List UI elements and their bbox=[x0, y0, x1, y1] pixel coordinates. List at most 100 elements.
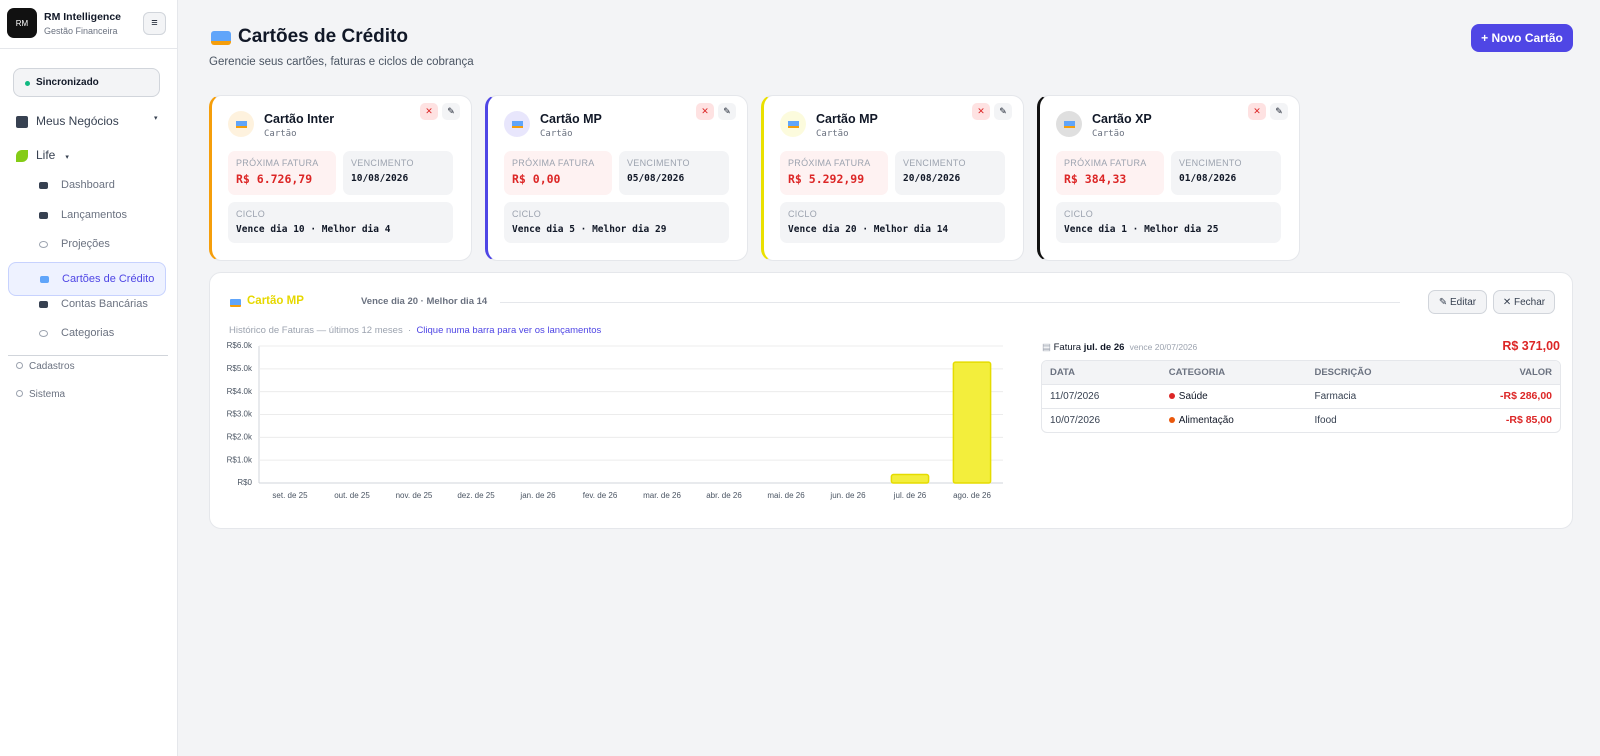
y-tick-label: R$0 bbox=[237, 478, 252, 487]
nav-icon bbox=[39, 211, 48, 219]
credit-card[interactable]: Cartão MP Cartão ✕ ✎ PRÓXIMA FATURA R$ 5.292,… bbox=[761, 95, 1024, 261]
card-name: Cartão MP bbox=[816, 112, 878, 126]
card-type: Cartão bbox=[1092, 129, 1125, 139]
nav-icon bbox=[16, 362, 23, 369]
column-header: DESCRIÇÃO bbox=[1306, 361, 1438, 384]
nav-label: Projeções bbox=[61, 238, 110, 250]
nav-icon bbox=[40, 275, 49, 283]
card-icon-glyph bbox=[1064, 121, 1075, 128]
cycle-label: CICLO bbox=[788, 209, 818, 219]
credit-card[interactable]: Cartão Inter Cartão ✕ ✎ PRÓXIMA FATURA R$ 6.7… bbox=[209, 95, 472, 261]
date-cell: 11/07/2026 bbox=[1042, 383, 1161, 408]
table-row[interactable]: 10/07/2026 Alimentação Ifood -R$ 85,00 bbox=[1042, 407, 1560, 432]
due-box: VENCIMENTO 20/08/2026 bbox=[895, 151, 1005, 195]
nav-business[interactable]: Meus Negócios ▾ bbox=[0, 114, 178, 128]
category-name: Alimentação bbox=[1178, 414, 1234, 426]
cycle-value: Vence dia 5 · Melhor dia 29 bbox=[512, 224, 667, 235]
card-name: Cartão MP bbox=[540, 112, 602, 126]
cycle-label: CICLO bbox=[236, 209, 266, 219]
next-box: PRÓXIMA FATURA R$ 0,00 bbox=[504, 151, 612, 195]
table-row[interactable]: 11/07/2026 Saúde Farmacia -R$ 286,00 bbox=[1042, 383, 1560, 408]
y-tick-label: R$1.0k bbox=[227, 455, 253, 464]
nav-item[interactable]: Projeções bbox=[8, 238, 166, 250]
x-tick-label: jun. de 26 bbox=[829, 491, 866, 500]
x-tick-label: jan. de 26 bbox=[519, 491, 556, 500]
cycle-box: CICLO Vence dia 20 · Melhor dia 14 bbox=[780, 202, 1005, 243]
bar[interactable] bbox=[952, 361, 992, 484]
invoice-prefix: Fatura bbox=[1053, 342, 1082, 353]
page-subtitle: Gerencie seus cartões, faturas e ciclos … bbox=[209, 56, 474, 68]
category-cell: Saúde bbox=[1160, 383, 1307, 408]
edit-button[interactable]: ✎ bbox=[718, 103, 736, 120]
invoice-due: vence 20/07/2026 bbox=[1129, 342, 1198, 352]
nav-item[interactable]: Contas Bancárias bbox=[8, 298, 166, 310]
due-label: VENCIMENTO bbox=[1179, 158, 1242, 168]
credit-card[interactable]: Cartão MP Cartão ✕ ✎ PRÓXIMA FATURA R$ 0,00 VE… bbox=[485, 95, 748, 261]
nav-item[interactable]: Dashboard bbox=[8, 179, 166, 191]
nav-label: Sistema bbox=[29, 389, 66, 400]
y-tick-label: R$2.0k bbox=[227, 432, 253, 441]
nav-item[interactable]: Categorias bbox=[8, 327, 166, 339]
cycle-box: CICLO Vence dia 1 · Melhor dia 25 bbox=[1056, 202, 1281, 243]
nav-footer-item[interactable]: Sistema bbox=[0, 389, 178, 400]
history-hint[interactable]: Clique numa barra para ver os lançamento… bbox=[416, 325, 602, 336]
column-header: CATEGORIA bbox=[1160, 361, 1307, 384]
column-header: VALOR bbox=[1437, 361, 1560, 384]
delete-button[interactable]: ✕ bbox=[420, 103, 438, 120]
nav-item[interactable]: Cartões de Crédito bbox=[8, 262, 166, 296]
x-tick-label: set. de 25 bbox=[272, 491, 308, 500]
x-tick-label: nov. de 25 bbox=[396, 491, 433, 500]
cycle-value: Vence dia 20 · Melhor dia 14 bbox=[788, 224, 949, 235]
nav-icon bbox=[39, 300, 48, 308]
nav-label: Cadastros bbox=[29, 361, 75, 372]
detail-title: Cartão MP bbox=[247, 295, 304, 307]
next-value: R$ 6.726,79 bbox=[236, 172, 313, 186]
bar[interactable] bbox=[890, 473, 930, 484]
nav-item[interactable]: Lançamentos bbox=[8, 209, 166, 221]
description-cell: Ifood bbox=[1306, 407, 1438, 432]
delete-button[interactable]: ✕ bbox=[1248, 103, 1266, 120]
nav-label: Categorias bbox=[61, 327, 115, 339]
sync-text: Sincronizado bbox=[36, 77, 99, 88]
next-box: PRÓXIMA FATURA R$ 384,33 bbox=[1056, 151, 1164, 195]
x-tick-label: dez. de 25 bbox=[457, 491, 495, 500]
next-box: PRÓXIMA FATURA R$ 5.292,99 bbox=[780, 151, 888, 195]
brand-name: RM Intelligence bbox=[44, 11, 122, 23]
column-header: DATA bbox=[1042, 361, 1161, 384]
credit-card[interactable]: Cartão XP Cartão ✕ ✎ PRÓXIMA FATURA R$ 384,33… bbox=[1037, 95, 1300, 261]
invoice-table: DATA CATEGORIA DESCRIÇÃO VALOR 11/07/2026 Saú… bbox=[1041, 360, 1561, 433]
edit-button[interactable]: ✎ bbox=[994, 103, 1012, 120]
sync-status[interactable]: Sincronizado bbox=[13, 68, 160, 97]
x-tick-label: out. de 25 bbox=[334, 491, 370, 500]
card-icon-glyph bbox=[512, 121, 523, 128]
close-button[interactable]: ✕ Fechar bbox=[1493, 290, 1555, 314]
cycle-label: CICLO bbox=[1064, 209, 1094, 219]
x-tick-label: abr. de 26 bbox=[706, 491, 742, 500]
cycle-value: Vence dia 10 · Melhor dia 4 bbox=[236, 224, 391, 235]
nav-label: Life bbox=[36, 148, 56, 162]
due-label: VENCIMENTO bbox=[627, 158, 690, 168]
card-icon-glyph bbox=[236, 121, 247, 128]
next-value: R$ 5.292,99 bbox=[788, 172, 865, 186]
delete-button[interactable]: ✕ bbox=[972, 103, 990, 120]
sidebar: RM RM Intelligence Gestão Financeira ≡ S… bbox=[0, 0, 178, 756]
nav-footer-item[interactable]: Cadastros bbox=[0, 361, 178, 372]
y-tick-label: R$3.0k bbox=[227, 410, 253, 419]
nav-label: Lançamentos bbox=[61, 209, 128, 221]
due-value: 05/08/2026 bbox=[627, 173, 685, 184]
y-tick-label: R$5.0k bbox=[227, 364, 253, 373]
nav-life[interactable]: Life ▾ bbox=[0, 148, 178, 162]
edit-button[interactable]: ✎ bbox=[1270, 103, 1288, 120]
nav-label: Meus Negócios bbox=[36, 114, 119, 128]
delete-button[interactable]: ✕ bbox=[696, 103, 714, 120]
card-type: Cartão bbox=[816, 129, 849, 139]
menu-toggle[interactable]: ≡ bbox=[143, 12, 166, 35]
edit-button[interactable]: ✎ Editar bbox=[1428, 290, 1487, 314]
y-tick-label: R$6.0k bbox=[227, 341, 253, 350]
next-label: PRÓXIMA FATURA bbox=[512, 158, 595, 168]
new-card-button[interactable]: + Novo Cartão bbox=[1471, 24, 1573, 52]
category-cell: Alimentação bbox=[1160, 407, 1307, 432]
edit-button[interactable]: ✎ bbox=[442, 103, 460, 120]
nav-icon bbox=[39, 181, 48, 189]
